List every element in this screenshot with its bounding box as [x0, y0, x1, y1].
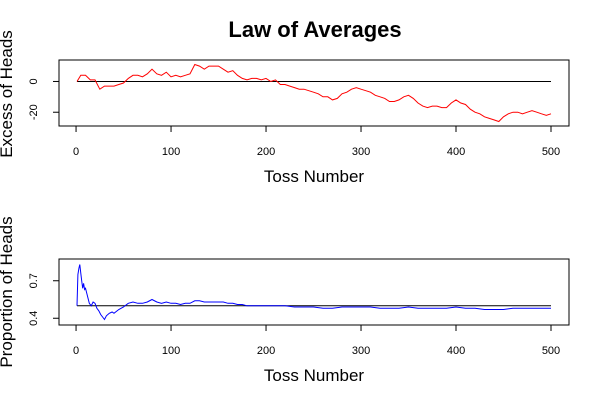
figure-title: Law of Averages	[228, 17, 401, 42]
x-tick-label: 300	[352, 146, 370, 158]
y-tick-label: -20	[28, 104, 40, 120]
series-line	[76, 264, 551, 321]
x-tick-label: 400	[447, 345, 465, 357]
x-tick-label: 300	[352, 345, 370, 357]
x-axis-label: Toss Number	[264, 366, 364, 385]
x-axis-label: Toss Number	[264, 167, 364, 186]
y-axis-label: Proportion of Heads	[0, 216, 16, 367]
y-tick-label: 0.4	[28, 311, 40, 326]
x-tick-label: 100	[162, 345, 180, 357]
x-tick-label: 0	[73, 146, 79, 158]
series-line	[76, 63, 552, 123]
x-tick-label: 200	[257, 146, 275, 158]
x-tick-label: 500	[542, 345, 560, 357]
x-tick-label: 100	[162, 146, 180, 158]
proportion-heads-panel: 0 100 200 300 400 500 0.4 0.7 Toss Number Proport…	[0, 216, 570, 385]
x-tick-label: 0	[73, 345, 79, 357]
excess-heads-panel: 0 100 200 300 400 500 -20 0 Toss Number Excess of…	[0, 30, 570, 186]
plot-frame	[58, 258, 570, 326]
y-tick-label: 0.7	[28, 273, 40, 288]
x-tick-label: 500	[542, 146, 560, 158]
y-axis-label: Excess of Heads	[0, 30, 16, 158]
y-tick-label: 0	[28, 78, 40, 84]
plot-frame	[58, 59, 570, 127]
x-tick-label: 200	[257, 345, 275, 357]
x-tick-label: 400	[447, 146, 465, 158]
